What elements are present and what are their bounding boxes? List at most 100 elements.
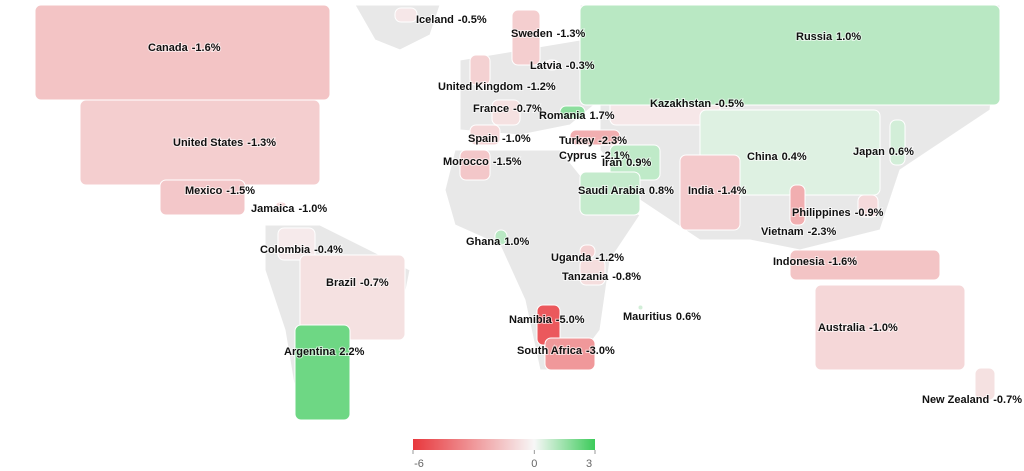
country — [544, 59, 560, 71]
country-value: -1.6% — [192, 42, 221, 54]
country — [577, 151, 585, 157]
country-name: India — [688, 185, 715, 197]
country-label: Colombia -0.4% — [260, 244, 343, 256]
country-label: Indonesia -1.6% — [773, 256, 857, 268]
country-value: -0.7% — [513, 103, 542, 115]
country-value: -1.3% — [247, 137, 276, 149]
country — [459, 149, 491, 181]
country — [469, 54, 491, 86]
country-name: Tanzania — [562, 271, 609, 283]
country-label: South Africa -3.0% — [517, 345, 615, 357]
country-name: Colombia — [260, 244, 311, 256]
country-value: -2.3% — [598, 135, 627, 147]
country-name: France — [473, 103, 509, 115]
country-name: Mauritius — [623, 311, 672, 323]
country-label: Tanzania -0.8% — [562, 271, 641, 283]
country-value: -1.5% — [226, 185, 255, 197]
country-value: 0.4% — [782, 151, 807, 163]
country-label: Turkey -2.3% — [559, 135, 627, 147]
country — [569, 129, 621, 146]
country-value: -0.3% — [566, 60, 595, 72]
colorbar-tick-label: -6 — [414, 458, 424, 470]
country-value: -0.7% — [360, 277, 389, 289]
country-value: 0.6% — [676, 311, 701, 323]
country-name: Australia — [818, 322, 866, 334]
country-name: Cyprus — [559, 150, 597, 162]
country-name: Turkey — [559, 135, 595, 147]
country — [679, 154, 741, 231]
country — [579, 258, 606, 286]
country-label: Ghana 1.0% — [466, 236, 530, 248]
country-label: Morocco -1.5% — [443, 156, 522, 168]
country — [394, 7, 418, 23]
country-label: Jamaica -1.0% — [251, 203, 327, 215]
country-value: -0.5% — [715, 98, 744, 110]
country-name: Indonesia — [773, 256, 825, 268]
country-label: Namibia -5.0% — [509, 314, 585, 326]
country-value: -1.3% — [557, 28, 586, 40]
country-value: -1.0% — [298, 203, 327, 215]
country — [789, 184, 806, 226]
country — [559, 105, 586, 120]
country-name: Latvia — [530, 60, 563, 72]
country-label: Cyprus -2.1% — [559, 150, 630, 162]
country — [511, 9, 541, 66]
country-value: 2.2% — [339, 346, 364, 358]
country-name: Iran — [602, 157, 622, 169]
country-value: -5.0% — [556, 314, 585, 326]
country-name: New Zealand — [922, 394, 989, 406]
country-value: -1.2% — [527, 81, 556, 93]
country-value: -0.8% — [612, 271, 641, 283]
country-name: Morocco — [443, 156, 489, 168]
country-label: Argentina 2.2% — [284, 346, 365, 358]
country-name: Mexico — [185, 185, 223, 197]
country-label: New Zealand -0.7% — [922, 394, 1022, 406]
country-label: Canada -1.6% — [148, 42, 221, 54]
country-value: -0.7% — [993, 394, 1022, 406]
country-label: Mauritius 0.6% — [623, 311, 701, 323]
country-label: Kazakhstan -0.5% — [650, 98, 744, 110]
country-value: -1.4% — [718, 185, 747, 197]
country-label: Iceland -0.5% — [416, 14, 487, 26]
country-label: United Kingdom -1.2% — [438, 81, 556, 93]
country — [491, 99, 521, 126]
country-value: 0.9% — [626, 157, 651, 169]
country-label: Brazil -0.7% — [326, 277, 389, 289]
country-name: Romania — [539, 110, 586, 122]
country — [275, 201, 287, 208]
country-value: 1.0% — [504, 236, 529, 248]
country-name: Spain — [468, 133, 498, 145]
country — [579, 171, 641, 216]
country-name: Saudi Arabia — [578, 185, 646, 197]
country — [857, 194, 879, 218]
country-value: 1.7% — [589, 110, 614, 122]
country — [579, 4, 1001, 106]
country-name: Namibia — [509, 314, 553, 326]
country — [889, 119, 906, 166]
country-value: -1.0% — [502, 133, 531, 145]
country — [974, 367, 996, 401]
country-name: Russia — [796, 31, 833, 43]
country-label: Latvia -0.3% — [530, 60, 595, 72]
country-label: Japan 0.6% — [853, 146, 914, 158]
country-value: 0.6% — [889, 146, 914, 158]
country-value: 1.0% — [836, 31, 861, 43]
country-name: Kazakhstan — [650, 98, 711, 110]
country-name: Philippines — [792, 207, 851, 219]
country-label: Saudi Arabia 0.8% — [578, 185, 674, 197]
country-name: South Africa — [517, 345, 583, 357]
country-label: Sweden -1.3% — [511, 28, 586, 40]
country-name: Jamaica — [251, 203, 295, 215]
country-name: Japan — [853, 146, 885, 158]
colorbar-tick-label: 0 — [531, 458, 537, 470]
country-label: Uganda -1.2% — [551, 252, 624, 264]
country-label: United States -1.3% — [173, 137, 276, 149]
country-value: -1.2% — [595, 252, 624, 264]
colorbar-bar — [413, 439, 595, 450]
labels: Canada -1.6% United States -1.3% Mexico -1.5%… — [147, 13, 1023, 407]
country-name: Argentina — [284, 346, 336, 358]
country-value: -2.1% — [601, 150, 630, 162]
country-name: Brazil — [326, 277, 356, 289]
country — [544, 337, 596, 371]
